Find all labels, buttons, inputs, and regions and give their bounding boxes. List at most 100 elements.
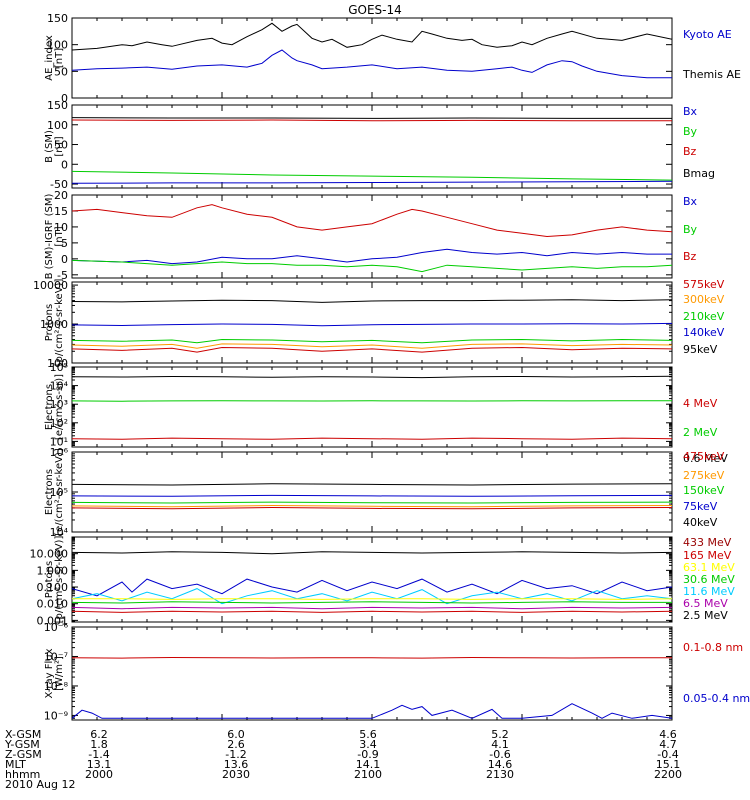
legend-entry: 300keV [683, 293, 725, 306]
y-axis-label: B (SM)-IGRF (SM) [44, 194, 55, 280]
panel-frame [71, 281, 673, 364]
time-axis-value: 4.7 [659, 738, 677, 751]
y-tick-label: 10000 [33, 279, 68, 292]
legend-entry: Bmag [683, 167, 715, 180]
legend-entry: 140keV [683, 326, 725, 339]
legend-entry: 4 MeV [683, 397, 718, 410]
time-axis-value: 2.6 [227, 738, 245, 751]
y-tick-label: 10² [50, 417, 68, 430]
series-line [72, 343, 672, 349]
y-tick-label: 150 [47, 99, 68, 112]
y-axis-label: AE_index [44, 35, 55, 81]
y-tick-label: 10⁴ [50, 526, 69, 539]
y-tick-label: 10⁵ [50, 361, 68, 374]
series-line [72, 346, 672, 353]
series-line [72, 117, 672, 119]
time-axis-value: 5.2 [491, 728, 509, 741]
series-line [72, 400, 672, 402]
time-axis-value: 14.1 [356, 758, 381, 771]
time-axis-value: 6.2 [90, 728, 108, 741]
time-axis-row-label: X-GSM [5, 728, 41, 741]
legend-entry: 95keV [683, 343, 718, 356]
y-tick-label: 0.010 [37, 598, 69, 611]
legend-entry: 75keV [683, 500, 718, 513]
y-tick-label: 50 [54, 65, 68, 78]
panel-frame [71, 366, 673, 448]
y-tick-label: 10⁻⁶ [44, 621, 69, 634]
y-tick-label: 100 [47, 119, 68, 132]
y-tick-label: 10⁴ [50, 380, 69, 393]
y-tick-label: 10 [54, 221, 68, 234]
time-axis-row-label: Z-GSM [5, 748, 42, 761]
y-tick-label: 10⁶ [50, 446, 69, 459]
legend-entry: 2.5 MeV [683, 609, 728, 622]
y-tick-label: 10³ [50, 398, 68, 411]
legend-entry: Themis AE [682, 68, 741, 81]
time-axis-value: 2000 [85, 768, 113, 781]
time-axis-value: 15.1 [656, 758, 681, 771]
y-axis-label: [e/(cm²-s-sr)] [54, 374, 65, 440]
panel-frame [71, 451, 673, 533]
time-axis-value: 1.8 [90, 738, 108, 751]
legend-entry: 11.6 MeV [683, 585, 735, 598]
series-line [72, 606, 672, 610]
series-line [72, 119, 672, 122]
y-tick-label: 0.100 [37, 581, 69, 594]
legend-entry: 210keV [683, 310, 725, 323]
y-axis-label: B (SM) [44, 130, 55, 163]
legend-entry: By [683, 223, 698, 236]
time-axis-value: 2100 [354, 768, 382, 781]
y-axis-label: [e/(cm²-s-sr-keV)] [54, 448, 65, 536]
time-axis-value: -0.9 [357, 748, 378, 761]
y-tick-label: -50 [50, 178, 68, 191]
series-line [72, 504, 672, 508]
y-axis-label: [p/(cm²-s-sr-keV)] [54, 279, 65, 367]
series-line [72, 170, 672, 181]
series-line [72, 375, 672, 379]
legend-entry: 150keV [683, 484, 725, 497]
series-line [72, 494, 672, 497]
y-axis-label: [p/(cm²-s-sr-keV)] [54, 536, 65, 624]
time-axis-row-label: MLT [5, 758, 26, 771]
time-axis-value: -0.4 [657, 748, 678, 761]
y-tick-label: 10⁻⁸ [44, 680, 69, 693]
y-tick-label: 1.000 [37, 564, 69, 577]
legend-entry: 575keV [683, 278, 725, 291]
legend-entry: Bx [683, 195, 698, 208]
series-line [72, 49, 672, 79]
legend-entry: 30.6 MeV [683, 573, 735, 586]
y-tick-label: 10⁻⁷ [44, 650, 68, 663]
y-tick-label: 1000 [40, 318, 68, 331]
panel-frame [71, 17, 673, 99]
time-axis-row-label: Y-GSM [4, 738, 40, 751]
series-line [72, 437, 672, 440]
y-tick-label: 10.000 [30, 548, 69, 561]
legend-entry: 40keV [683, 516, 718, 529]
series-line [72, 204, 672, 238]
time-axis-value: 14.6 [488, 758, 513, 771]
series-line [72, 299, 672, 303]
y-axis-label: [nT] [54, 48, 65, 68]
time-axis-value: 2130 [486, 768, 514, 781]
legend-entry: 475keV [683, 450, 725, 463]
y-tick-label: 0.001 [37, 614, 69, 627]
series-line [72, 338, 672, 344]
series-line [72, 588, 672, 605]
series-line [72, 259, 672, 273]
legend-entry: 165 MeV [683, 549, 732, 562]
legend-entry: 433 MeV [683, 536, 732, 549]
time-axis-value: -1.4 [88, 748, 109, 761]
series-line [72, 501, 672, 504]
y-tick-label: 10¹ [50, 435, 68, 448]
time-axis-value: 4.1 [491, 738, 509, 751]
y-axis-label: Electrons [44, 469, 55, 515]
series-line [72, 656, 672, 659]
panel-bsm: -50 0 50 100 150 B (SM) [nT] Bx By Bz Bmag [44, 99, 715, 191]
panel-frame [71, 536, 673, 623]
y-tick-label: 20 [54, 189, 68, 202]
series-line [72, 180, 672, 184]
legend-entry: By [683, 125, 698, 138]
legend-entry: 6.5 MeV [683, 597, 728, 610]
